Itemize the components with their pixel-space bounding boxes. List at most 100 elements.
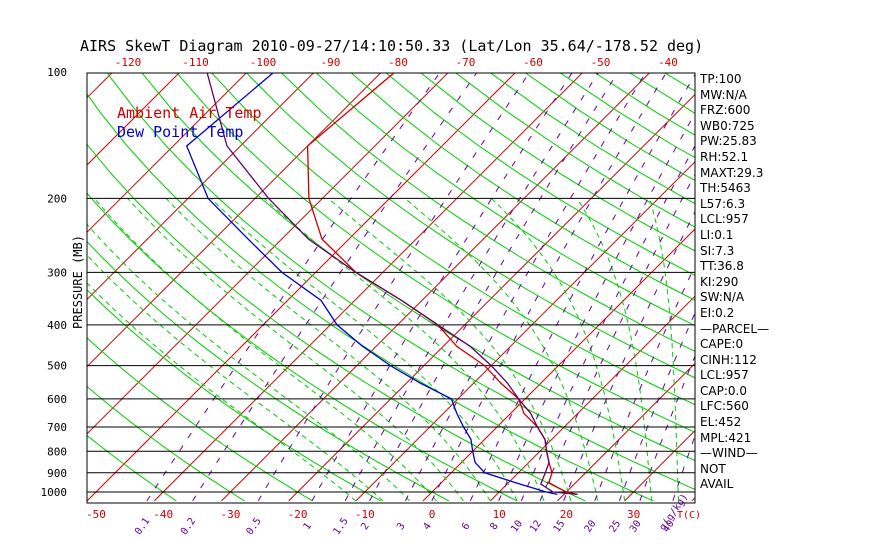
isotherm-line (87, 73, 247, 233)
mixing-ratio-line (344, 73, 599, 502)
top-temp-tick-label: -40 (658, 56, 678, 69)
mixing-ratio-label: 4 (421, 521, 433, 532)
dry-adiabat-line (87, 192, 518, 502)
top-temp-tick-label: -90 (321, 56, 341, 69)
isotherm-line (288, 93, 695, 502)
mixing-ratio-label: 6 (460, 521, 472, 532)
mixing-ratio-line (192, 73, 478, 502)
bottom-temp-tick-label: -20 (288, 508, 308, 521)
stat-item: —WIND— (700, 446, 758, 461)
stat-item: LFC:560 (700, 399, 749, 414)
mixing-ratio-line (539, 173, 695, 502)
stat-item: RH:52.1 (700, 149, 749, 164)
mixing-ratio-line (672, 434, 695, 502)
mixing-ratio-label: 10 (509, 518, 525, 534)
stat-item: FRZ:600 (700, 103, 751, 118)
series-line-dew-point-temp (185, 73, 558, 496)
series-line-ambient-air-temp (306, 73, 578, 496)
stat-item: LCL:957 (700, 368, 749, 383)
moist-adiabat-line (327, 198, 572, 502)
mixing-ratio-label: 2 (359, 521, 371, 532)
mixing-ratio-label: 12 (528, 518, 544, 534)
pressure-tick-label: 600 (47, 393, 67, 406)
moist-adiabat-line (87, 282, 357, 502)
isotherm-line (87, 73, 315, 301)
stat-item: LCL:957 (700, 212, 749, 227)
mixing-ratio-label: 3 (395, 521, 407, 532)
stat-item: AVAIL (700, 477, 734, 492)
mixing-ratio-line (404, 73, 646, 502)
pressure-tick-label: 700 (47, 421, 67, 434)
isotherm-line (422, 228, 695, 502)
stat-item: SW:N/A (700, 290, 745, 305)
stat-item: NOT (700, 461, 726, 476)
moist-adiabat-line (94, 198, 437, 502)
axis-labels: 0.1 0.2 0.5 1 1.5 2 3 4 6 8 10 12 15 20 25 30 4010020030… (41, 56, 678, 537)
mixing-ratio-line (469, 73, 695, 502)
dry-adiabat-line (106, 73, 695, 491)
top-temp-tick-label: -70 (456, 56, 476, 69)
dry-adiabat-line (350, 73, 695, 301)
stat-item: MAXT:29.3 (700, 165, 764, 180)
isotherm-line (87, 73, 180, 166)
pressure-tick-label: 300 (47, 266, 67, 279)
stat-item: L57:6.3 (700, 196, 746, 211)
moist-adiabat-line (576, 198, 653, 501)
stat-item: —PARCEL— (700, 321, 770, 336)
moist-adiabat-line (87, 223, 411, 502)
bottom-temp-tick-label: -30 (220, 508, 240, 521)
isotherm-line (826, 72, 870, 501)
bottom-temp-tick-label: -10 (355, 508, 375, 521)
isotherm-line (153, 73, 583, 502)
stats-panel: TP:100 MW:N/A FRZ:600 WB0:725 PW:25.83 RH:52.… (700, 72, 769, 493)
moist-adiabat-line (491, 198, 626, 501)
top-temp-tick-label: -110 (182, 56, 209, 69)
mixing-ratio-label: 0.5 (244, 516, 263, 537)
mixing-ratio-line (520, 144, 695, 502)
profile-lines (185, 73, 578, 496)
pressure-tick-label: 200 (47, 192, 67, 205)
moist-adiabat-line (404, 198, 599, 502)
bottom-temp-tick-label: 10 (493, 508, 506, 521)
bottom-temp-tick-label: 0 (429, 508, 436, 521)
dry-adiabat-line (87, 143, 586, 502)
mixing-ratio-line (311, 73, 573, 502)
temperature-unit-label: T(C) (677, 510, 701, 521)
top-temp-tick-label: -50 (591, 56, 611, 69)
dry-adiabat-line (524, 73, 695, 182)
moist-adiabat-line (87, 254, 384, 502)
stat-item: LI:0.1 (700, 227, 734, 242)
stat-item: PW:25.83 (700, 134, 757, 149)
dry-adiabat-line (176, 73, 695, 433)
top-temp-tick-label: -100 (250, 56, 277, 69)
pressure-tick-label: 900 (47, 467, 67, 480)
stat-item: EI:0.2 (700, 305, 735, 320)
isotherm-line (489, 295, 695, 502)
moist-adiabat-line (210, 198, 518, 502)
dry-adiabat-line (87, 337, 313, 502)
top-temp-tick-label: -120 (115, 56, 142, 69)
pressure-tick-label: 800 (47, 445, 67, 458)
stat-item: MW:N/A (700, 87, 747, 102)
isotherm-line (221, 73, 651, 502)
stat-item: WB0:725 (700, 118, 755, 133)
mixing-ratio-line (563, 210, 695, 502)
plot-frame (86, 72, 696, 504)
dry-adiabat-line (87, 385, 245, 502)
mixing-ratio-line (618, 311, 695, 502)
isotherm-line (87, 73, 113, 99)
moist-adiabat-line (649, 198, 679, 501)
isotherm-line (759, 72, 870, 501)
mixing-ratio-line (594, 264, 695, 502)
dry-adiabat-line (211, 73, 695, 406)
top-temp-tick-label: -60 (523, 56, 543, 69)
mixing-ratio-label: 0.2 (179, 516, 198, 537)
bottom-temp-tick-label: -40 (153, 508, 173, 521)
dry-adiabat-line (489, 73, 695, 205)
stat-item: TH:5463 (700, 181, 751, 196)
dry-adiabat-line (315, 73, 695, 327)
stat-item: EL:452 (700, 415, 742, 430)
stat-item: MPL:421 (700, 430, 752, 445)
mixing-ratio-line (431, 73, 667, 502)
